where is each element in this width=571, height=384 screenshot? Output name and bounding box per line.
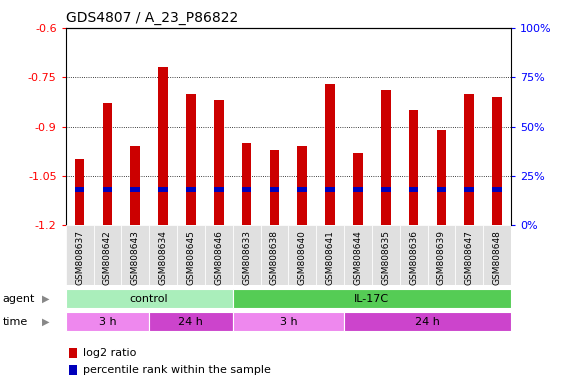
Text: GSM808637: GSM808637 bbox=[75, 230, 84, 285]
FancyBboxPatch shape bbox=[344, 312, 511, 331]
FancyBboxPatch shape bbox=[94, 225, 122, 285]
Text: GSM808647: GSM808647 bbox=[465, 230, 474, 285]
Bar bbox=[325, 187, 335, 192]
FancyBboxPatch shape bbox=[66, 312, 149, 331]
FancyBboxPatch shape bbox=[233, 225, 260, 285]
Text: GSM808639: GSM808639 bbox=[437, 230, 446, 285]
Text: GDS4807 / A_23_P86822: GDS4807 / A_23_P86822 bbox=[66, 11, 238, 25]
Bar bbox=[186, 187, 196, 192]
Text: ▶: ▶ bbox=[42, 316, 49, 327]
Bar bbox=[69, 348, 77, 358]
Text: GSM808636: GSM808636 bbox=[409, 230, 418, 285]
Text: GSM808648: GSM808648 bbox=[493, 230, 502, 285]
Bar bbox=[75, 159, 85, 225]
Text: GSM808645: GSM808645 bbox=[186, 230, 195, 285]
FancyBboxPatch shape bbox=[344, 225, 372, 285]
Text: ▶: ▶ bbox=[42, 293, 49, 304]
Bar bbox=[492, 97, 502, 225]
FancyBboxPatch shape bbox=[483, 225, 511, 285]
Bar bbox=[437, 187, 447, 192]
FancyBboxPatch shape bbox=[400, 225, 428, 285]
Text: IL-17C: IL-17C bbox=[354, 293, 389, 304]
Text: 3 h: 3 h bbox=[280, 316, 297, 327]
Bar bbox=[409, 110, 419, 225]
Text: GSM808640: GSM808640 bbox=[297, 230, 307, 285]
Bar bbox=[270, 150, 279, 225]
Bar bbox=[492, 187, 502, 192]
Bar bbox=[381, 90, 391, 225]
Bar bbox=[242, 187, 251, 192]
Bar bbox=[297, 146, 307, 225]
Bar bbox=[242, 143, 251, 225]
Bar bbox=[130, 187, 140, 192]
FancyBboxPatch shape bbox=[428, 225, 456, 285]
Bar bbox=[75, 187, 85, 192]
FancyBboxPatch shape bbox=[177, 225, 205, 285]
Bar bbox=[409, 187, 419, 192]
Text: GSM808635: GSM808635 bbox=[381, 230, 391, 285]
Text: 3 h: 3 h bbox=[99, 316, 116, 327]
Text: agent: agent bbox=[3, 293, 35, 304]
FancyBboxPatch shape bbox=[233, 289, 511, 308]
Text: control: control bbox=[130, 293, 168, 304]
FancyBboxPatch shape bbox=[316, 225, 344, 285]
Text: 24 h: 24 h bbox=[179, 316, 203, 327]
Bar bbox=[130, 146, 140, 225]
Text: 24 h: 24 h bbox=[415, 316, 440, 327]
Bar bbox=[464, 94, 474, 225]
Bar bbox=[103, 187, 112, 192]
Bar bbox=[437, 130, 447, 225]
FancyBboxPatch shape bbox=[149, 312, 233, 331]
FancyBboxPatch shape bbox=[372, 225, 400, 285]
Bar bbox=[158, 67, 168, 225]
Bar bbox=[69, 365, 77, 375]
Bar bbox=[325, 84, 335, 225]
FancyBboxPatch shape bbox=[260, 225, 288, 285]
FancyBboxPatch shape bbox=[288, 225, 316, 285]
FancyBboxPatch shape bbox=[149, 225, 177, 285]
FancyBboxPatch shape bbox=[205, 225, 233, 285]
Bar bbox=[158, 187, 168, 192]
Text: GSM808641: GSM808641 bbox=[325, 230, 335, 285]
FancyBboxPatch shape bbox=[233, 312, 344, 331]
Bar bbox=[353, 153, 363, 225]
Text: GSM808634: GSM808634 bbox=[159, 230, 168, 285]
FancyBboxPatch shape bbox=[456, 225, 483, 285]
Text: GSM808644: GSM808644 bbox=[353, 230, 363, 285]
Bar bbox=[186, 94, 196, 225]
Bar bbox=[214, 100, 224, 225]
Text: GSM808638: GSM808638 bbox=[270, 230, 279, 285]
Text: GSM808642: GSM808642 bbox=[103, 230, 112, 285]
Bar bbox=[464, 187, 474, 192]
Bar bbox=[353, 187, 363, 192]
Bar bbox=[297, 187, 307, 192]
FancyBboxPatch shape bbox=[66, 225, 94, 285]
Bar bbox=[381, 187, 391, 192]
Text: GSM808646: GSM808646 bbox=[214, 230, 223, 285]
Bar bbox=[214, 187, 224, 192]
Text: log2 ratio: log2 ratio bbox=[83, 348, 136, 358]
FancyBboxPatch shape bbox=[66, 289, 233, 308]
Text: time: time bbox=[3, 316, 28, 327]
Text: GSM808643: GSM808643 bbox=[131, 230, 140, 285]
Text: GSM808633: GSM808633 bbox=[242, 230, 251, 285]
Bar bbox=[270, 187, 279, 192]
Bar bbox=[103, 103, 112, 225]
FancyBboxPatch shape bbox=[122, 225, 149, 285]
Text: percentile rank within the sample: percentile rank within the sample bbox=[83, 365, 271, 375]
